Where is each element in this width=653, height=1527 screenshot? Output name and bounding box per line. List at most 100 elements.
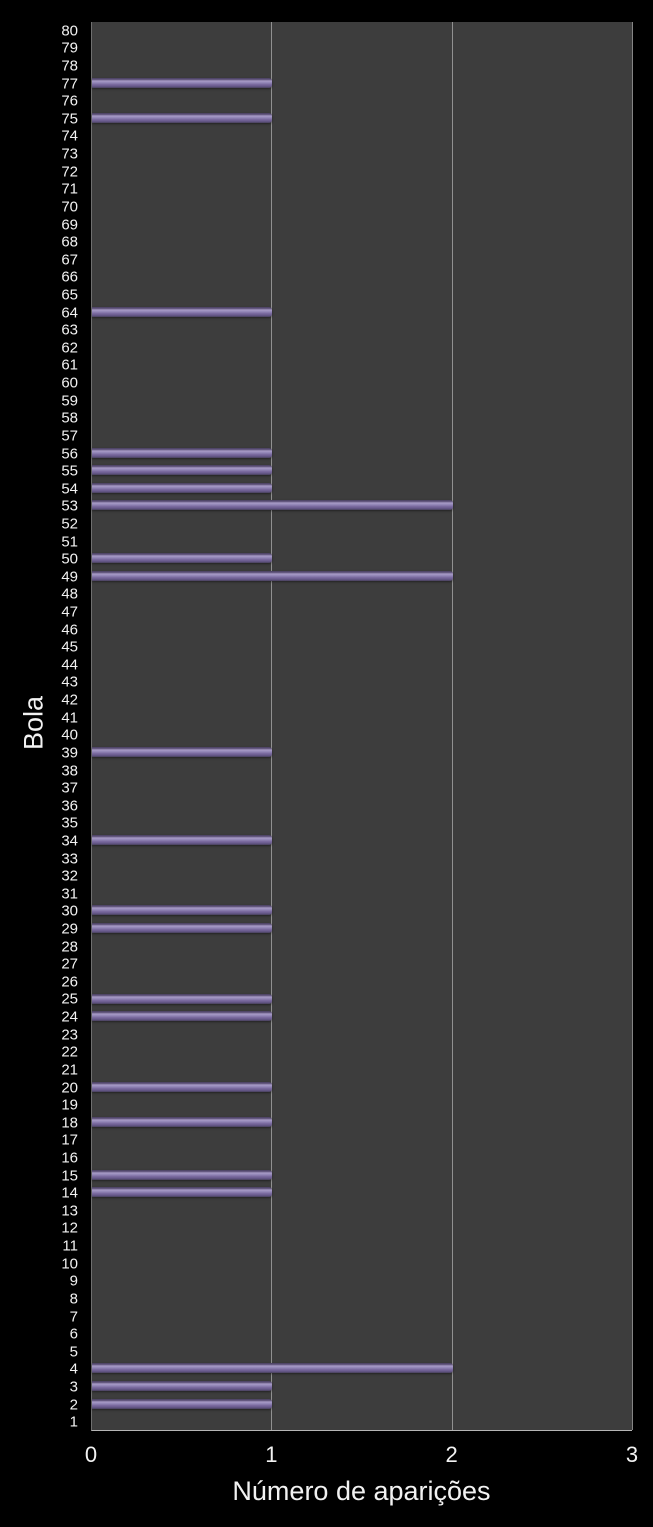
y-tick-label-29: 29 (61, 920, 78, 938)
y-tick-label-67: 67 (61, 251, 78, 269)
y-tick-label-58: 58 (61, 409, 78, 427)
y-tick-label-17: 17 (61, 1131, 78, 1149)
y-tick-label-22: 22 (61, 1043, 78, 1061)
y-tick-label-80: 80 (61, 22, 78, 40)
y-tick-label-40: 40 (61, 726, 78, 744)
plot-area (91, 22, 633, 1431)
y-tick-label-47: 47 (61, 603, 78, 621)
y-tick-label-63: 63 (61, 321, 78, 339)
x-tick-label-2: 2 (445, 1442, 458, 1467)
y-tick-label-62: 62 (61, 339, 78, 357)
bar-ball-25 (92, 993, 273, 1004)
y-tick-label-77: 77 (61, 75, 78, 93)
y-tick-label-20: 20 (61, 1079, 78, 1097)
bar-ball-53 (92, 500, 453, 511)
bar-ball-29 (92, 923, 273, 934)
y-tick-label-38: 38 (61, 762, 78, 780)
y-tick-label-32: 32 (61, 867, 78, 885)
y-tick-label-36: 36 (61, 797, 78, 815)
bar-ball-30 (92, 905, 273, 916)
bar-ball-54 (92, 482, 273, 493)
bar-ball-55 (92, 465, 273, 476)
bar-ball-15 (92, 1169, 273, 1180)
y-tick-label-79: 79 (61, 39, 78, 57)
x-axis-title: Número de aparições (232, 1476, 491, 1506)
y-tick-label-56: 56 (61, 445, 78, 462)
y-tick-label-46: 46 (61, 621, 78, 639)
y-tick-label-8: 8 (69, 1290, 78, 1308)
y-tick-label-54: 54 (61, 480, 78, 498)
y-tick-label-15: 15 (61, 1167, 78, 1185)
y-tick-label-39: 39 (61, 744, 78, 762)
bar-ball-75 (92, 112, 273, 123)
y-tick-label-64: 64 (61, 304, 78, 322)
y-tick-label-27: 27 (61, 955, 78, 973)
y-axis-tick-labels: 1 2 3 4 5 6 7 8 9 10 11 12 13 14 15 16 17 18 19 20 21 22 23 24 2… (0, 22, 78, 1431)
y-tick-label-10: 10 (61, 1255, 78, 1273)
bar-ball-2 (92, 1398, 273, 1409)
y-tick-label-57: 57 (61, 427, 78, 445)
y-tick-label-69: 69 (61, 216, 78, 234)
y-tick-label-4: 4 (69, 1360, 78, 1378)
bar-ball-64 (92, 306, 273, 317)
y-tick-label-34: 34 (61, 832, 78, 850)
y-tick-label-18: 18 (61, 1114, 78, 1132)
y-tick-label-31: 31 (61, 885, 78, 903)
y-tick-label-41: 41 (61, 709, 78, 727)
y-tick-label-5: 5 (69, 1343, 78, 1361)
y-tick-label-61: 61 (61, 356, 78, 374)
y-tick-label-1: 1 (69, 1413, 78, 1431)
y-tick-label-52: 52 (61, 515, 78, 533)
y-tick-label-74: 74 (61, 127, 78, 145)
y-tick-label-71: 71 (61, 180, 78, 198)
y-tick-label-44: 44 (61, 656, 78, 674)
y-tick-label-9: 9 (69, 1272, 78, 1290)
y-tick-label-43: 43 (61, 673, 78, 691)
y-tick-label-53: 53 (61, 497, 78, 515)
gridline-x-1 (271, 22, 273, 1430)
y-tick-label-66: 66 (61, 268, 78, 286)
y-tick-label-48: 48 (61, 585, 78, 603)
y-tick-label-51: 51 (61, 533, 78, 551)
y-tick-label-76: 76 (61, 92, 78, 110)
y-tick-label-7: 7 (69, 1308, 78, 1326)
bar-ball-39 (92, 746, 273, 757)
y-tick-label-35: 35 (61, 814, 78, 832)
bar-ball-34 (92, 834, 273, 845)
y-tick-label-65: 65 (61, 286, 78, 304)
bar-ball-20 (92, 1081, 273, 1092)
y-tick-label-14: 14 (61, 1184, 78, 1202)
y-tick-label-78: 78 (61, 57, 78, 75)
bar-ball-56 (92, 447, 273, 458)
bar-ball-3 (92, 1380, 273, 1391)
y-tick-label-12: 12 (61, 1219, 78, 1237)
y-tick-label-70: 70 (61, 198, 78, 216)
bar-ball-4 (92, 1363, 453, 1374)
bar-ball-49 (92, 570, 453, 581)
y-tick-label-25: 25 (61, 990, 78, 1008)
y-tick-label-60: 60 (61, 374, 78, 392)
y-tick-label-11: 11 (62, 1237, 78, 1255)
y-tick-label-75: 75 (61, 110, 78, 128)
y-tick-label-59: 59 (61, 392, 78, 410)
y-tick-label-6: 6 (69, 1325, 78, 1343)
y-tick-label-26: 26 (61, 973, 78, 991)
y-tick-label-45: 45 (61, 638, 78, 656)
y-tick-label-19: 19 (61, 1096, 78, 1114)
y-tick-label-37: 37 (61, 779, 78, 797)
y-tick-label-72: 72 (61, 163, 78, 181)
y-tick-label-55: 55 (61, 462, 78, 480)
bar-ball-14 (92, 1187, 273, 1198)
y-tick-label-50: 50 (61, 550, 78, 568)
x-tick-label-3: 3 (625, 1442, 639, 1467)
y-tick-label-23: 23 (61, 1026, 78, 1044)
x-tick-label-0: 0 (84, 1442, 98, 1467)
bar-ball-77 (92, 77, 273, 88)
bar-ball-50 (92, 553, 273, 564)
y-tick-label-30: 30 (61, 902, 78, 920)
y-tick-label-33: 33 (61, 850, 78, 868)
y-tick-label-16: 16 (61, 1149, 78, 1167)
x-tick-label-1: 1 (265, 1442, 278, 1467)
y-tick-label-3: 3 (69, 1378, 78, 1396)
